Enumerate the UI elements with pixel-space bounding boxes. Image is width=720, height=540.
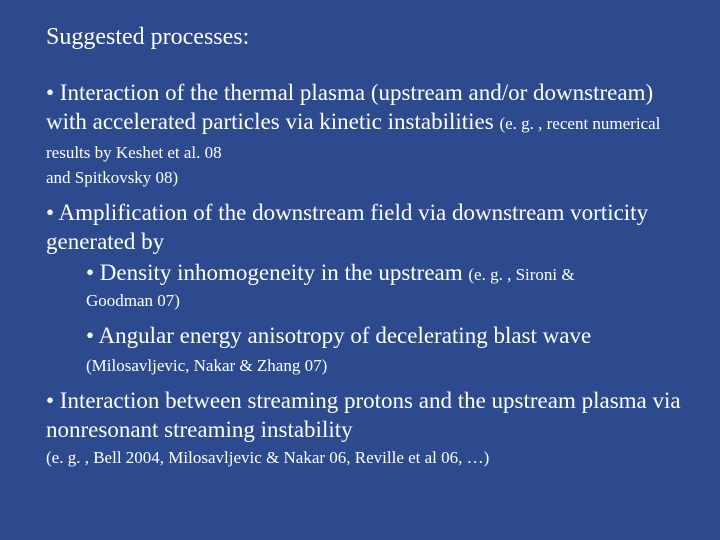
bullet-1: • Interaction of the thermal plasma (ups… [46, 79, 682, 165]
bullet-2-sub1: • Density inhomogeneity in the upstream … [46, 259, 682, 288]
bullet-1-cite-cont: and Spitkovsky 08) [46, 167, 682, 189]
bullet-2-sub1-cite: (e. g. , Sironi & [468, 265, 574, 284]
bullet-2-sub2-cite: (Milosavljevic, Nakar & Zhang 07) [86, 356, 327, 375]
bullet-2-sub1-text: • Density inhomogeneity in the upstream [86, 260, 468, 285]
slide-title: Suggested processes: [46, 24, 682, 51]
bullet-2-sub2-text: • Angular energy anisotropy of decelerat… [86, 323, 591, 348]
bullet-2-sub2: • Angular energy anisotropy of decelerat… [46, 322, 682, 380]
bullet-3: • Interaction between streaming protons … [46, 387, 682, 445]
bullet-3-cite: (e. g. , Bell 2004, Milosavljevic & Naka… [46, 447, 682, 469]
bullet-2-sub1-cite-cont: Goodman 07) [46, 290, 682, 312]
bullet-2: • Amplification of the downstream field … [46, 199, 682, 257]
